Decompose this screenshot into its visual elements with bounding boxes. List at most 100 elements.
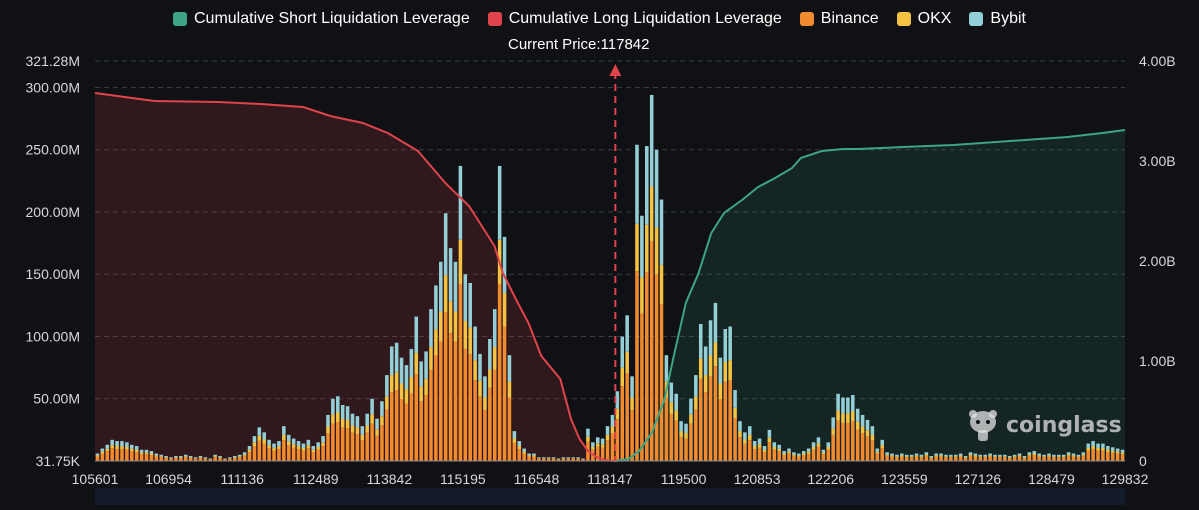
y-right-tick-label: 1.00B <box>1139 353 1176 369</box>
bar-okx <box>291 444 296 448</box>
bar-okx <box>811 446 816 450</box>
bar-okx <box>836 410 840 421</box>
bar-bybit <box>855 408 860 422</box>
bar-okx <box>188 457 193 459</box>
bar-binance <box>880 448 884 461</box>
bar-bybit <box>458 165 463 240</box>
bar-binance <box>385 409 389 461</box>
y-left-tick-label: 200.00M <box>26 204 80 220</box>
bar-binance <box>208 459 213 461</box>
bar-bybit <box>389 346 394 376</box>
bar-binance <box>345 428 350 461</box>
bar-binance <box>483 410 487 461</box>
bar-binance <box>870 440 875 461</box>
bar-binance <box>846 422 850 461</box>
bar-binance <box>1071 456 1076 461</box>
bar-bybit <box>522 448 526 452</box>
bar-bybit <box>1047 453 1051 456</box>
bar-okx <box>1022 457 1027 459</box>
x-tick-label: 113842 <box>366 471 412 487</box>
bar-okx <box>870 434 875 441</box>
bar-okx <box>385 396 389 410</box>
bar-binance <box>865 436 870 461</box>
bar-binance <box>463 348 468 461</box>
bar-bybit <box>385 375 389 397</box>
bar-bybit <box>355 416 360 428</box>
bar-binance <box>831 434 835 461</box>
bar-okx <box>350 425 355 433</box>
bar-binance <box>120 449 124 461</box>
bar-binance <box>492 369 497 461</box>
bar-binance <box>517 449 522 461</box>
bar-bybit <box>532 453 536 456</box>
bar-bybit <box>527 453 531 456</box>
bar-bybit <box>375 418 379 430</box>
bar-bybit <box>409 348 414 377</box>
legend-item-okx[interactable]: OKX <box>896 10 951 28</box>
bar-okx <box>679 431 683 438</box>
bar-okx <box>640 277 644 314</box>
bar-bybit <box>463 274 468 321</box>
bar-bybit <box>380 401 384 417</box>
legend-item-binance[interactable]: Binance <box>799 10 879 28</box>
bar-bybit <box>257 427 262 436</box>
bar-binance <box>448 333 453 461</box>
bar-binance <box>399 399 404 461</box>
range-slider-bar[interactable] <box>95 488 1125 505</box>
x-tick-label: 115195 <box>440 471 486 487</box>
bar-binance <box>331 423 335 461</box>
bar-binance <box>752 449 757 461</box>
bar-binance <box>247 452 252 461</box>
bar-okx <box>1081 454 1086 456</box>
bar-bybit <box>399 357 404 384</box>
bar-okx <box>851 411 855 422</box>
bar-okx <box>988 455 992 457</box>
bar-okx <box>973 455 978 457</box>
bar-bybit <box>586 428 590 437</box>
bar-binance <box>272 450 276 461</box>
bar-bybit <box>949 454 953 457</box>
bar-bybit <box>792 452 796 455</box>
bar-binance <box>904 457 909 461</box>
bar-okx <box>517 446 522 450</box>
bar-okx <box>586 436 590 442</box>
bar-bybit <box>993 454 997 457</box>
bar-binance <box>949 457 953 461</box>
bar-binance <box>694 409 698 461</box>
bar-okx <box>659 264 664 305</box>
legend-item-short[interactable]: Cumulative Short Liquidation Leverage <box>172 10 470 28</box>
bar-bybit <box>1071 453 1076 456</box>
bar-bybit <box>144 449 149 453</box>
bar-binance <box>203 458 208 461</box>
bar-binance <box>801 455 806 461</box>
bar-bybit <box>1061 454 1066 457</box>
legend-item-long[interactable]: Cumulative Long Liquidation Leverage <box>487 10 782 28</box>
bar-okx <box>556 459 561 460</box>
bar-okx <box>904 456 909 458</box>
bar-binance <box>929 458 934 461</box>
bar-bybit <box>723 329 728 363</box>
bar-bybit <box>502 236 507 293</box>
bar-okx <box>443 275 448 313</box>
bar-bybit <box>537 457 541 459</box>
bar-okx <box>1037 455 1041 457</box>
bar-binance <box>130 451 134 461</box>
bar-bybit <box>110 439 114 446</box>
bar-okx <box>453 311 458 342</box>
bar-bybit <box>983 454 987 457</box>
bar-binance <box>645 272 649 461</box>
bar-bybit <box>282 426 286 435</box>
bar-bybit <box>434 285 438 330</box>
bar-okx <box>963 457 968 459</box>
bar-binance <box>664 397 669 461</box>
legend-item-bybit[interactable]: Bybit <box>969 10 1026 28</box>
bar-bybit <box>218 456 222 458</box>
bar-okx <box>1042 456 1046 458</box>
coinglass-watermark: coinglass <box>968 408 1122 442</box>
bar-bybit <box>1091 441 1095 447</box>
bar-okx <box>252 442 257 447</box>
bar-binance <box>733 418 737 461</box>
bar-binance <box>174 458 178 461</box>
bar-binance <box>826 449 831 461</box>
legend: Cumulative Short Liquidation Leverage Cu… <box>0 10 1199 28</box>
